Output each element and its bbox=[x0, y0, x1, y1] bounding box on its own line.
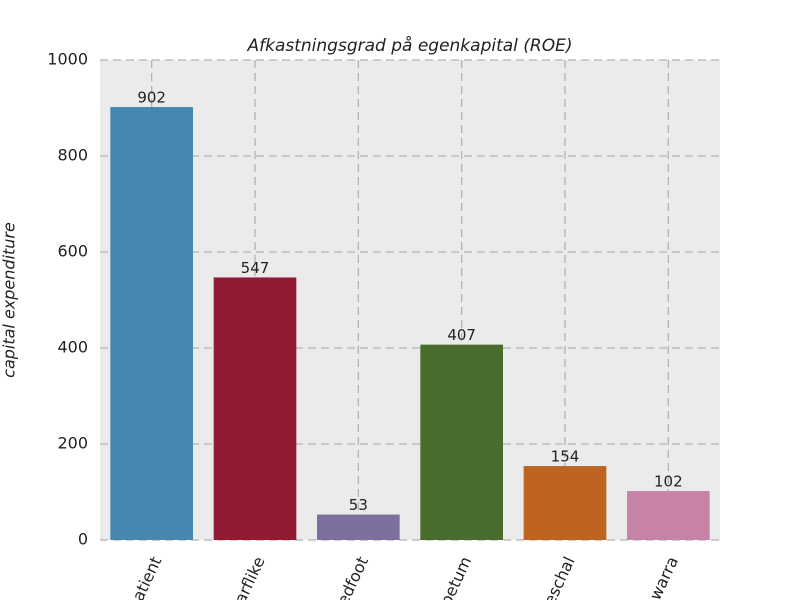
bar bbox=[627, 491, 710, 540]
value-label: 102 bbox=[654, 473, 683, 491]
x-tick-label: arflike bbox=[231, 554, 269, 600]
plot-area bbox=[100, 60, 720, 540]
y-tick-label: 800 bbox=[57, 146, 88, 165]
value-label: 407 bbox=[447, 326, 476, 344]
y-tick-label: 1000 bbox=[47, 50, 88, 69]
y-tick-label: 200 bbox=[57, 434, 88, 453]
bar bbox=[213, 277, 297, 540]
value-label: 547 bbox=[241, 259, 270, 277]
y-tick-label: 600 bbox=[57, 242, 88, 261]
value-label: 902 bbox=[137, 89, 166, 107]
chart-title: Afkastningsgrad på egenkapital (ROE) bbox=[247, 35, 573, 56]
y-tick-label: 400 bbox=[57, 338, 88, 357]
x-tick-label: atient bbox=[128, 554, 165, 600]
x-tick-label: edfoot bbox=[333, 554, 372, 600]
value-label: 154 bbox=[551, 448, 580, 466]
value-label: 53 bbox=[349, 496, 368, 514]
x-tick-label: eschal bbox=[540, 554, 579, 600]
bar bbox=[110, 107, 193, 540]
x-tick-label: petum bbox=[436, 554, 475, 600]
y-axis-label: capital expenditure bbox=[0, 222, 19, 378]
y-tick-label: 0 bbox=[78, 530, 88, 549]
bar bbox=[420, 344, 503, 540]
x-tick-label: warra bbox=[646, 554, 682, 600]
bar bbox=[317, 514, 400, 540]
bar bbox=[523, 466, 607, 540]
